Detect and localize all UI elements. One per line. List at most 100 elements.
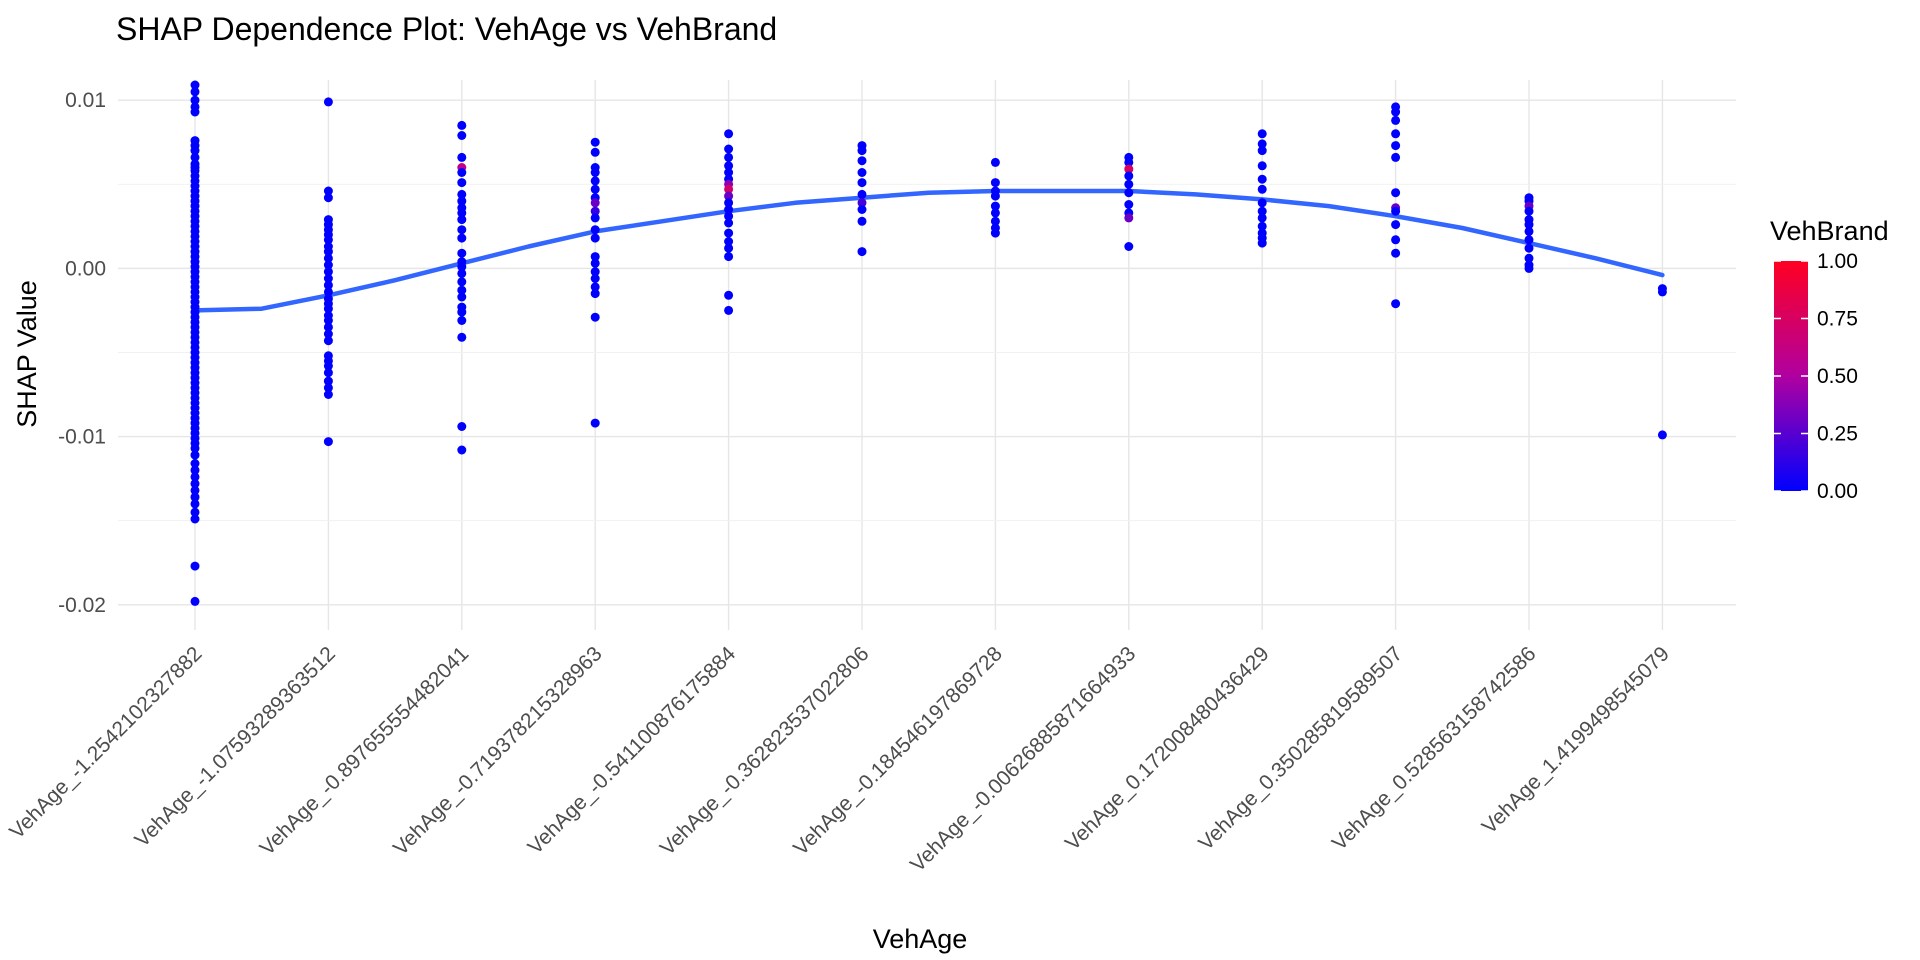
data-point xyxy=(590,258,600,268)
data-point xyxy=(323,274,333,283)
data-point xyxy=(457,285,467,295)
data-point xyxy=(590,176,600,186)
data-point xyxy=(190,450,200,460)
data-point xyxy=(857,146,867,156)
data-point xyxy=(990,208,1000,218)
data-point xyxy=(724,144,734,154)
data-point xyxy=(590,168,600,177)
data-point xyxy=(1257,161,1267,171)
data-point xyxy=(323,322,333,332)
data-point xyxy=(1257,213,1267,223)
chart-title: SHAP Dependence Plot: VehAge vs VehBrand xyxy=(116,11,777,47)
data-point xyxy=(590,184,600,194)
y-axis-title: SHAP Value xyxy=(12,280,42,428)
color-legend: VehBrand 1.00 0.75 0.50 0.25 0.00 xyxy=(1770,216,1889,503)
data-point xyxy=(724,191,734,201)
data-point xyxy=(724,252,734,262)
data-point xyxy=(1124,157,1134,167)
data-point xyxy=(457,422,467,431)
data-point xyxy=(190,87,200,97)
data-point xyxy=(724,228,734,238)
legend-tick-label: 0.75 xyxy=(1817,308,1858,331)
data-point xyxy=(857,156,867,166)
smooth-trend xyxy=(192,188,1665,313)
data-point xyxy=(1524,263,1534,273)
data-point xyxy=(724,205,734,214)
data-point xyxy=(190,507,200,517)
data-point xyxy=(1391,115,1401,125)
data-point xyxy=(590,206,600,216)
data-point xyxy=(857,216,867,226)
data-point xyxy=(1124,164,1134,174)
data-point xyxy=(190,152,200,162)
data-point xyxy=(323,186,333,196)
data-point xyxy=(1124,213,1134,223)
data-point xyxy=(1257,206,1267,216)
data-point xyxy=(323,368,333,378)
data-point xyxy=(323,361,333,371)
data-point xyxy=(724,198,734,208)
data-point xyxy=(1257,238,1267,248)
data-point xyxy=(457,225,467,235)
data-point xyxy=(323,97,333,107)
data-point xyxy=(323,247,333,257)
data-point xyxy=(190,80,200,90)
data-point xyxy=(1391,141,1401,151)
data-point xyxy=(857,205,867,214)
data-point xyxy=(190,443,200,453)
data-point xyxy=(190,561,200,571)
data-point xyxy=(590,225,600,235)
data-point xyxy=(1391,206,1401,216)
data-point xyxy=(323,304,333,314)
data-point xyxy=(190,479,200,489)
data-point xyxy=(590,137,600,147)
legend-ticks: 1.00 0.75 0.50 0.25 0.00 xyxy=(1774,250,1858,503)
data-point xyxy=(457,292,467,302)
data-point xyxy=(323,287,333,297)
data-point xyxy=(857,178,867,188)
data-point xyxy=(457,316,467,325)
data-point xyxy=(323,316,333,325)
data-point xyxy=(724,184,734,194)
y-tick-labels: 0.01 0.00 -0.01 -0.02 xyxy=(58,89,106,617)
y-tick-label: 0.00 xyxy=(65,257,106,280)
data-point xyxy=(323,390,333,399)
data-point xyxy=(1524,243,1534,253)
data-point xyxy=(190,485,200,495)
data-point xyxy=(457,262,467,272)
data-point xyxy=(323,383,333,393)
data-point xyxy=(1391,107,1401,117)
data-point xyxy=(190,146,200,156)
y-tick-label: -0.01 xyxy=(58,426,106,449)
data-point xyxy=(457,178,467,188)
data-point xyxy=(457,445,467,455)
data-point xyxy=(1124,188,1134,198)
data-point xyxy=(724,168,734,177)
data-point xyxy=(1124,200,1134,209)
data-point xyxy=(190,514,200,524)
data-point xyxy=(323,260,333,270)
data-point xyxy=(1124,242,1134,251)
data-point xyxy=(457,268,467,278)
data-point xyxy=(1391,129,1401,139)
data-point xyxy=(457,189,467,199)
data-point xyxy=(190,459,200,468)
data-point xyxy=(1524,220,1534,230)
data-point xyxy=(590,289,600,299)
data-point xyxy=(1391,235,1401,245)
data-point xyxy=(724,290,734,300)
data-point xyxy=(590,312,600,322)
data-point xyxy=(857,198,867,208)
data-point xyxy=(990,157,1000,167)
data-point xyxy=(990,201,1000,211)
data-point xyxy=(590,252,600,262)
data-point xyxy=(457,215,467,225)
data-point xyxy=(457,168,467,177)
data-point xyxy=(190,95,200,105)
data-point xyxy=(457,131,467,140)
data-point xyxy=(990,216,1000,226)
legend-tick-label: 0.50 xyxy=(1817,365,1858,388)
data-point xyxy=(724,305,734,315)
legend-tick-label: 1.00 xyxy=(1817,250,1858,273)
